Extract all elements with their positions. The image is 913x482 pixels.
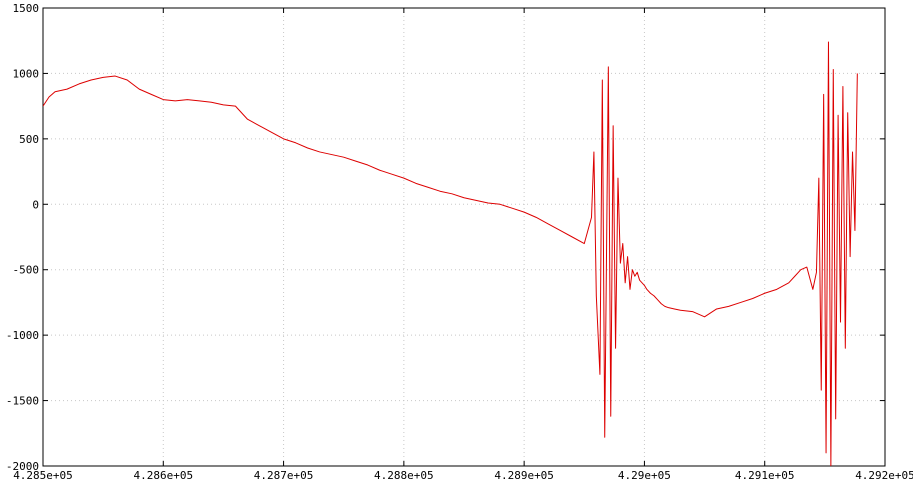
series-line (43, 41, 858, 466)
tick-labels: 4.285e+05 4.286e+05 4.287e+05 4.288e+05 4.28… (6, 2, 913, 482)
plot-border (42, 7, 886, 467)
y-tick-label: 1000 (13, 67, 40, 80)
y-tick-label: -500 (13, 264, 40, 277)
x-tick-label: 4.288e+05 (374, 469, 434, 482)
x-tick-label: 4.289e+05 (494, 469, 554, 482)
y-tick-label: -1000 (6, 329, 39, 342)
x-tick-label: 4.292e+05 (855, 469, 913, 482)
y-tick-label: -1500 (6, 395, 39, 408)
x-tick-label: 4.291e+05 (735, 469, 795, 482)
series-layer (43, 41, 858, 466)
y-tick-label: 0 (32, 198, 39, 211)
plot-frame (42, 7, 886, 467)
y-tick-label: 500 (19, 133, 39, 146)
x-tick-label: 4.29e+05 (618, 469, 671, 482)
x-tick-label: 4.285e+05 (13, 469, 73, 482)
x-tick-label: 4.287e+05 (254, 469, 314, 482)
gridlines (43, 8, 885, 466)
y-tick-label: -2000 (6, 460, 39, 473)
y-tick-label: 1500 (13, 2, 40, 15)
x-tick-label: 4.286e+05 (133, 469, 193, 482)
